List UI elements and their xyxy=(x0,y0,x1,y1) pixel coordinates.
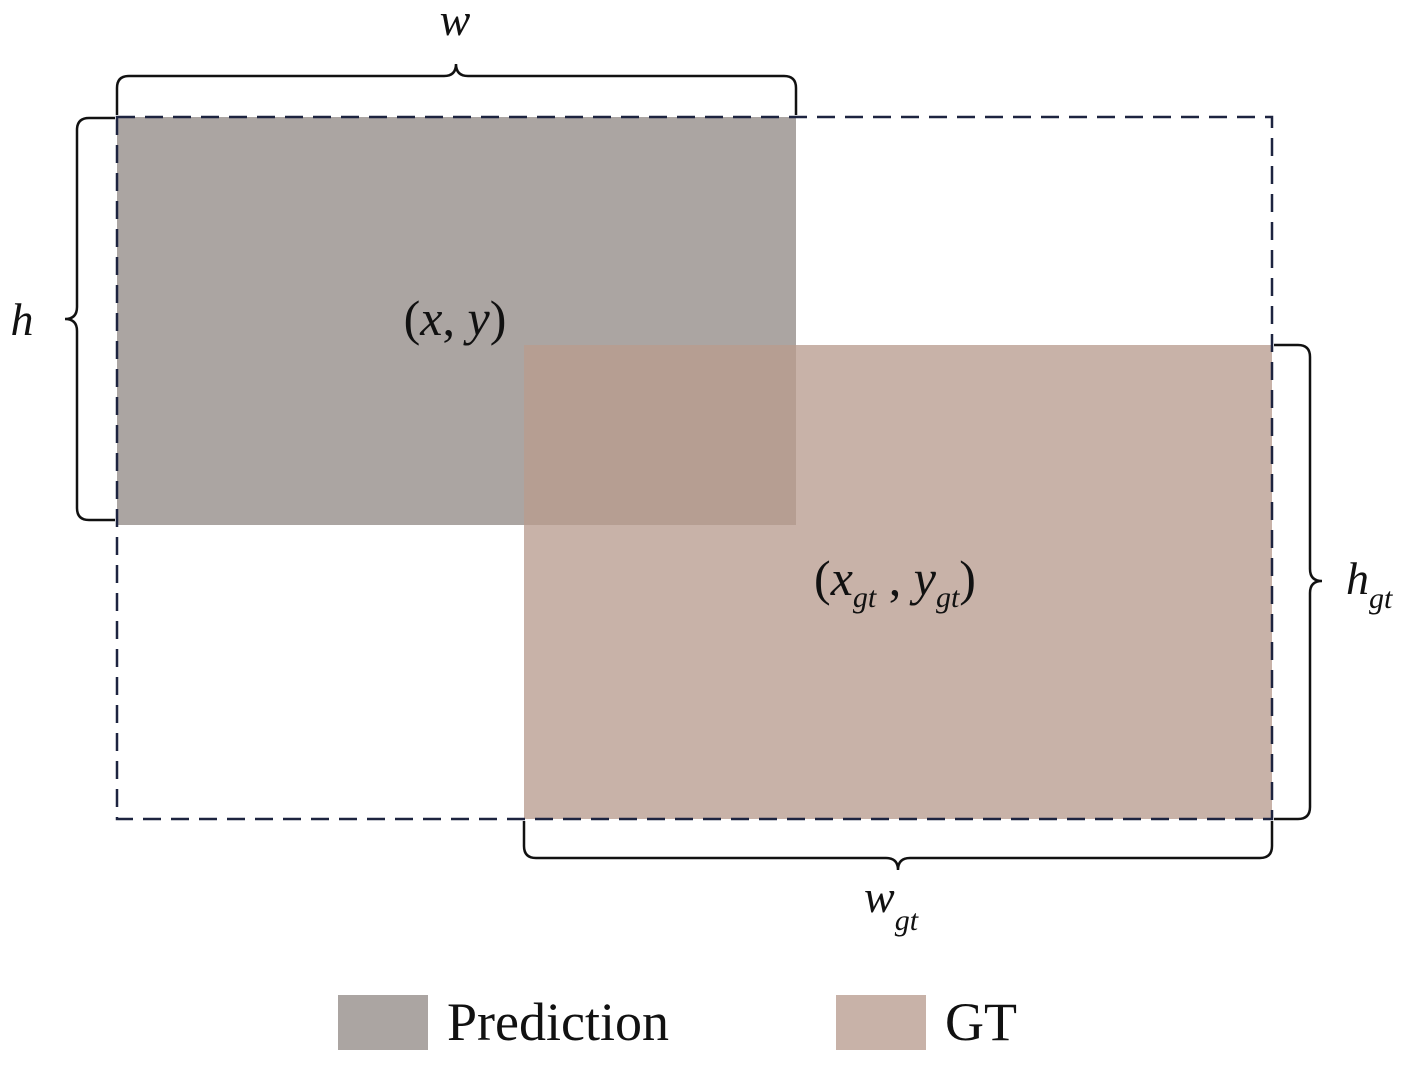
pred-center-comma: , xyxy=(443,290,468,346)
pred-center-close-paren: ) xyxy=(490,290,507,346)
legend-label-gt: GT xyxy=(945,992,1017,1052)
label-w-gt: wgt xyxy=(864,871,919,937)
gt-center-x-sub: gt xyxy=(853,581,877,614)
label-w-gt-base: w xyxy=(864,871,895,922)
legend-swatch-prediction xyxy=(338,995,428,1050)
gt-center-label: (xgt , ygt) xyxy=(814,550,976,614)
label-w-gt-sub: gt xyxy=(895,904,919,937)
gt-center-y-sub: gt xyxy=(936,581,960,614)
gt-center-comma: , xyxy=(876,550,914,606)
legend-label-prediction: Prediction xyxy=(447,992,669,1052)
legend: Prediction GT xyxy=(338,992,1017,1052)
pred-center-y: y xyxy=(463,290,491,346)
enclosing-box xyxy=(115,115,1274,821)
label-h-gt-sub: gt xyxy=(1369,582,1393,615)
gt-center-close-paren: ) xyxy=(959,550,976,606)
brace-top-w xyxy=(115,63,798,115)
prediction-center-label: (x, y) xyxy=(404,290,507,346)
overlap-region xyxy=(524,345,796,525)
gt-center-open-paren: ( xyxy=(814,550,831,606)
label-h: h xyxy=(11,294,34,345)
label-w: w xyxy=(440,0,471,45)
gt-center-x: x xyxy=(830,550,853,606)
gt-center-y: y xyxy=(909,550,937,606)
label-h-gt-base: h xyxy=(1346,553,1369,604)
pred-center-open-paren: ( xyxy=(404,290,421,346)
label-h-gt: hgt xyxy=(1346,553,1393,615)
brace-left-h xyxy=(64,116,115,522)
brace-bottom-wgt xyxy=(522,821,1274,871)
brace-right-hgt xyxy=(1274,343,1323,821)
pred-center-x: x xyxy=(419,290,442,346)
legend-swatch-gt xyxy=(836,995,926,1050)
